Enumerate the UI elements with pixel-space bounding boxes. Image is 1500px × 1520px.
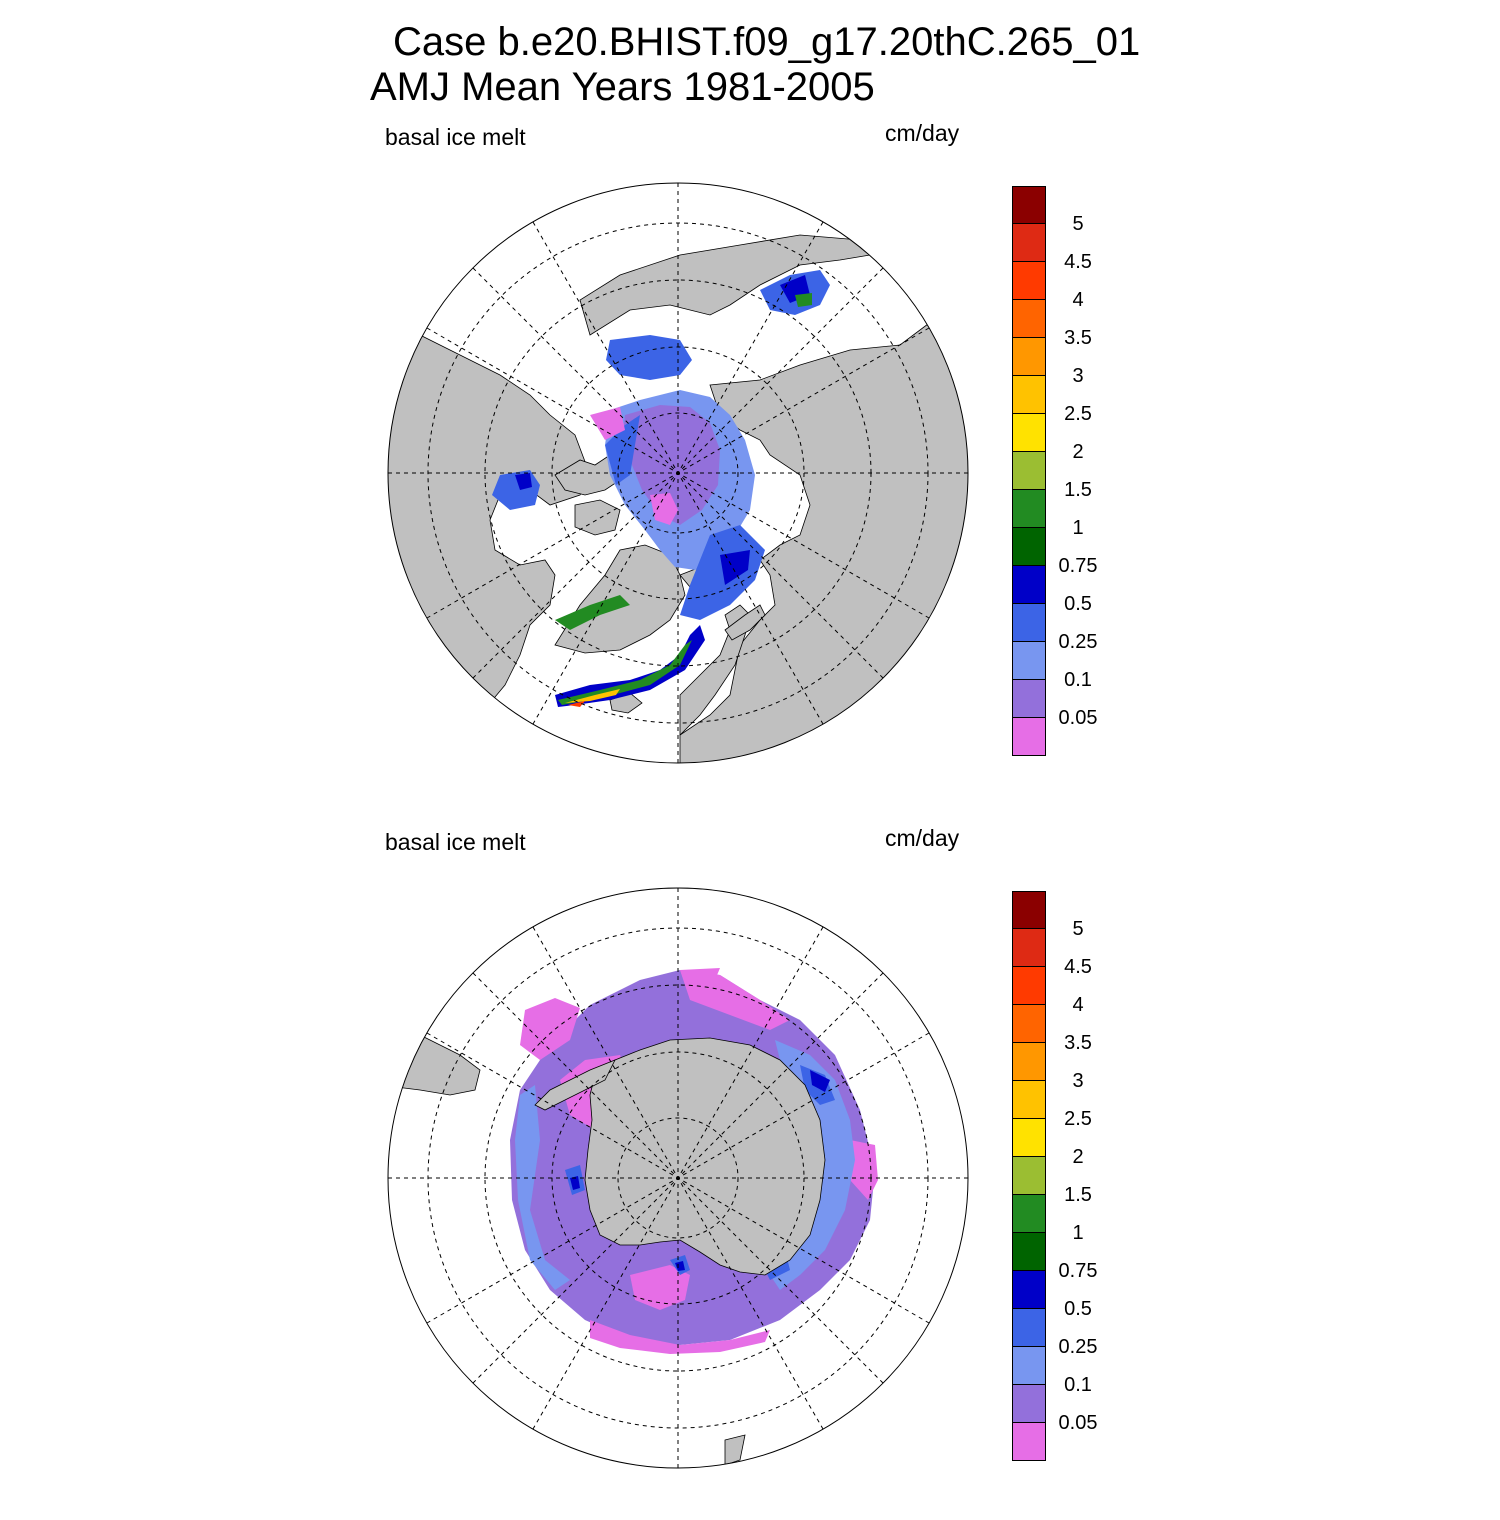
- colorbar-swatch: [1012, 528, 1046, 566]
- colorbar: [1012, 891, 1046, 1461]
- colorbar-swatch: [1012, 490, 1046, 528]
- colorbar-tick-label: 1: [1072, 517, 1084, 539]
- colorbar-tick-label: 4.5: [1064, 251, 1092, 273]
- colorbar-tick-label: 0.1: [1064, 1374, 1092, 1396]
- variable-label: basal ice melt: [385, 124, 526, 150]
- colorbar-swatch: [1012, 376, 1046, 414]
- colorbar-tick-label: 0.5: [1064, 1298, 1092, 1320]
- colorbar-swatch: [1012, 1081, 1046, 1119]
- colorbar-swatch: [1012, 1423, 1046, 1461]
- colorbar-swatch: [1012, 1347, 1046, 1385]
- units-label: cm/day: [885, 120, 960, 146]
- colorbar-swatch: [1012, 414, 1046, 452]
- colorbar-tick-label: 2: [1072, 1146, 1084, 1168]
- colorbar-swatch: [1012, 604, 1046, 642]
- main-title-case: Case b.e20.BHIST.f09_g17.20thC.265_01: [393, 20, 1141, 64]
- colorbar-tick-label: 2: [1072, 441, 1084, 463]
- south-polar-map: [387, 887, 969, 1469]
- main-title-period: AMJ Mean Years 1981-2005: [370, 65, 875, 109]
- colorbar-tick-label: 3.5: [1064, 1032, 1092, 1054]
- colorbar-tick-label: 1: [1072, 1222, 1084, 1244]
- map-boundary: [387, 887, 969, 1469]
- colorbar-swatch: [1012, 929, 1046, 967]
- colorbar-swatch: [1012, 566, 1046, 604]
- colorbar-swatch: [1012, 1309, 1046, 1347]
- colorbar-swatch: [1012, 1271, 1046, 1309]
- colorbar-swatch: [1012, 262, 1046, 300]
- colorbar-tick-label: 1.5: [1064, 479, 1092, 501]
- colorbar-tick-label: 2.5: [1064, 403, 1092, 425]
- units-label: cm/day: [885, 825, 960, 851]
- colorbar-swatch: [1012, 338, 1046, 376]
- colorbar: [1012, 186, 1046, 756]
- melt-field-north: [492, 270, 830, 707]
- colorbar-swatch: [1012, 718, 1046, 756]
- colorbar-swatch: [1012, 1157, 1046, 1195]
- colorbar-tick-label: 0.75: [1058, 555, 1098, 577]
- colorbar-tick-label: 3: [1072, 365, 1084, 387]
- colorbar-swatch: [1012, 1119, 1046, 1157]
- colorbar-swatch: [1012, 224, 1046, 262]
- colorbar-swatch: [1012, 680, 1046, 718]
- graticule-lines: [388, 183, 968, 763]
- colorbar-swatch: [1012, 300, 1046, 338]
- colorbar-swatch: [1012, 186, 1046, 224]
- colorbar-tick-label: 4: [1072, 289, 1084, 311]
- colorbar-swatch: [1012, 967, 1046, 1005]
- colorbar-tick-label: 2.5: [1064, 1108, 1092, 1130]
- colorbar-swatch: [1012, 1043, 1046, 1081]
- colorbar-swatch: [1012, 452, 1046, 490]
- colorbar-tick-label: 0.25: [1058, 631, 1098, 653]
- north-polar-map: [387, 182, 969, 764]
- colorbar-tick-label: 5: [1072, 918, 1084, 940]
- colorbar-swatch: [1012, 891, 1046, 929]
- colorbar-swatch: [1012, 642, 1046, 680]
- north-polar-panel: basal ice melt cm/day: [0, 110, 1500, 815]
- colorbar-tick-label: 3.5: [1064, 327, 1092, 349]
- graticule-lines: [388, 888, 968, 1468]
- south-polar-panel: basal ice melt cm/day: [0, 815, 1500, 1520]
- map-boundary: [387, 182, 969, 764]
- colorbar-tick-label: 4.5: [1064, 956, 1092, 978]
- colorbar-swatch: [1012, 1195, 1046, 1233]
- colorbar-swatch: [1012, 1005, 1046, 1043]
- colorbar-tick-label: 0.25: [1058, 1336, 1098, 1358]
- colorbar-tick-label: 0.5: [1064, 593, 1092, 615]
- colorbar-tick-label: 0.1: [1064, 669, 1092, 691]
- colorbar-tick-label: 0.75: [1058, 1260, 1098, 1282]
- colorbar-swatch: [1012, 1233, 1046, 1271]
- colorbar-tick-label: 3: [1072, 1070, 1084, 1092]
- colorbar-tick-label: 4: [1072, 994, 1084, 1016]
- colorbar-tick-label: 0.05: [1058, 1412, 1098, 1434]
- colorbar-tick-label: 0.05: [1058, 707, 1098, 729]
- colorbar-tick-label: 1.5: [1064, 1184, 1092, 1206]
- variable-label: basal ice melt: [385, 829, 526, 855]
- colorbar-swatch: [1012, 1385, 1046, 1423]
- colorbar-tick-label: 5: [1072, 213, 1084, 235]
